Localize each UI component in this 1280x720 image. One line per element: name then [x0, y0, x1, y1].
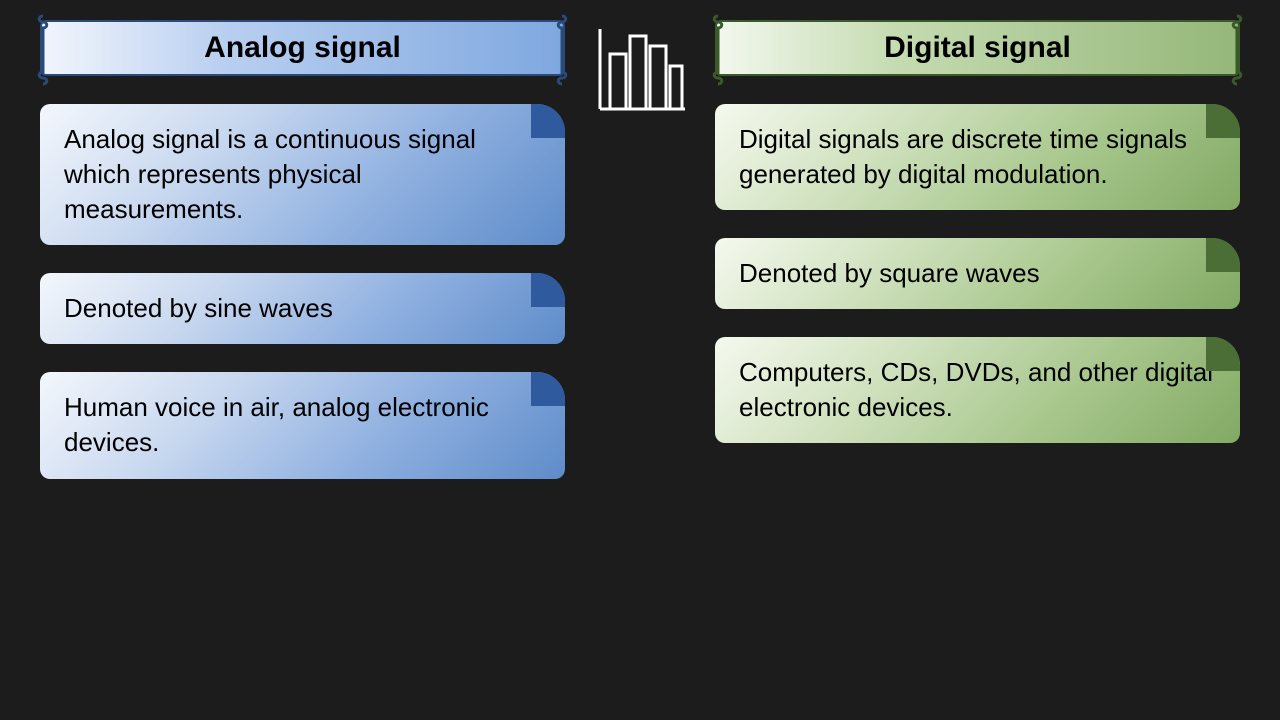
- right-header: Digital signal: [715, 20, 1240, 76]
- left-card-0: Analog signal is a continuous signal whi…: [40, 104, 565, 245]
- comparison-container: Analog signal Analog signal is a continu…: [40, 20, 1240, 700]
- card-text: Denoted by sine waves: [64, 293, 333, 323]
- left-title: Analog signal: [204, 31, 401, 65]
- right-card-1: Denoted by square waves: [715, 238, 1240, 309]
- right-column: Digital signal Digital signals are discr…: [715, 20, 1240, 443]
- right-title: Digital signal: [884, 31, 1071, 65]
- left-card-1: Denoted by sine waves: [40, 273, 565, 344]
- card-text: Computers, CDs, DVDs, and other digital …: [739, 357, 1213, 422]
- bar-chart-icon: [590, 24, 690, 119]
- card-text: Denoted by square waves: [739, 258, 1040, 288]
- right-card-0: Digital signals are discrete time signal…: [715, 104, 1240, 210]
- scroll-cap-icon: [1230, 14, 1244, 86]
- scroll-cap-icon: [36, 14, 50, 86]
- left-card-2: Human voice in air, analog electronic de…: [40, 372, 565, 478]
- right-card-2: Computers, CDs, DVDs, and other digital …: [715, 337, 1240, 443]
- left-column: Analog signal Analog signal is a continu…: [40, 20, 565, 479]
- card-text: Analog signal is a continuous signal whi…: [64, 124, 476, 224]
- scroll-cap-icon: [711, 14, 725, 86]
- card-text: Human voice in air, analog electronic de…: [64, 392, 489, 457]
- left-header: Analog signal: [40, 20, 565, 76]
- card-text: Digital signals are discrete time signal…: [739, 124, 1187, 189]
- scroll-cap-icon: [555, 14, 569, 86]
- center-icon-wrapper: [585, 20, 695, 119]
